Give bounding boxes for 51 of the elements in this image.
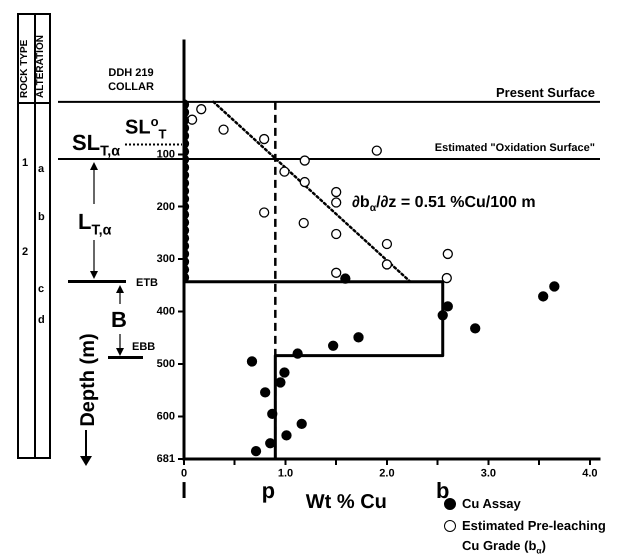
legend-label: Cu Assay <box>462 496 521 511</box>
point <box>382 259 392 270</box>
point <box>259 207 270 218</box>
ref-line-label: Present Surface <box>495 84 595 100</box>
text: EBB <box>132 340 156 354</box>
y-tick-label: 300 <box>156 253 175 266</box>
point <box>300 176 310 188</box>
x-tick-label: 1.0 <box>278 468 294 480</box>
text: b <box>434 477 450 505</box>
y-tick-label: 200 <box>156 200 175 213</box>
text: 2 <box>22 246 28 258</box>
y-tick-label: 600 <box>156 410 175 423</box>
point <box>259 134 270 144</box>
point <box>331 268 342 278</box>
text: b <box>38 210 45 222</box>
text: DDH 219 COLLAR <box>107 66 155 95</box>
y-tick-label: 100 <box>156 148 175 160</box>
point <box>331 197 342 208</box>
x-axis-title: Wt % Cu <box>304 491 388 513</box>
annotation: ∂b$_{α}$/∂z = 0.51 %Cu/100 m <box>352 193 537 216</box>
text: l <box>180 477 188 505</box>
point <box>331 228 342 240</box>
point <box>300 155 310 166</box>
x-tick-label: 2.0 <box>379 468 395 480</box>
text: c <box>38 283 44 296</box>
ref-line-label: Estimated "Oxidation Surface" <box>434 142 595 154</box>
point <box>279 166 290 177</box>
text: d <box>38 314 45 326</box>
text: B <box>111 306 128 334</box>
point <box>442 272 452 284</box>
legend-label: Estimated Pre-leaching Cu Grade (b$_{α}$) <box>461 517 607 555</box>
y-axis-title: Depth (m) <box>77 333 99 427</box>
x-tick-label: 3.0 <box>480 468 496 480</box>
text: a <box>38 162 44 175</box>
y-tick-label: 400 <box>156 306 175 318</box>
x-tick-label: 0 <box>180 468 188 480</box>
y-tick-label: 681 <box>156 453 175 466</box>
text: ROCK TYPE <box>19 38 30 98</box>
point <box>298 218 309 228</box>
text: L$_{T,α}$ <box>78 208 112 240</box>
point <box>372 145 382 156</box>
point <box>382 238 392 250</box>
text: p <box>261 477 276 505</box>
y-tick-label: 500 <box>156 358 175 370</box>
x-tick-label: 4.0 <box>582 468 598 480</box>
text: 1 <box>22 157 28 170</box>
point <box>331 186 342 198</box>
text: ETB <box>136 276 159 290</box>
text: SL$_{T,α}$ <box>72 129 122 161</box>
point <box>442 248 453 260</box>
text: ALTERATION <box>35 34 46 98</box>
